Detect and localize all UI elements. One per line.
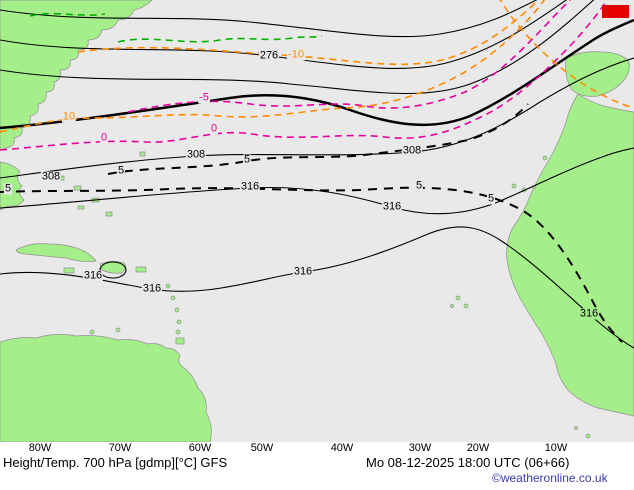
temp-contour-minus5	[127, 0, 572, 113]
contour-label: 316	[141, 282, 163, 295]
contour-label: 5	[486, 192, 496, 205]
height-contour-316-lower	[0, 226, 634, 349]
contour-label: 308	[185, 148, 207, 161]
land-south-america	[0, 334, 212, 442]
temp-contours-orange	[0, 0, 634, 133]
weather-map-svg	[0, 0, 634, 442]
temp-contour-0	[0, 1, 607, 151]
temp-contours-magenta	[0, 0, 607, 151]
land-jamaica	[63, 267, 75, 274]
lon-tick-row: 80W 70W 60W 50W 40W 30W 20W 10W	[0, 442, 634, 454]
footer-product-label: Height/Temp. 700 hPa [gdmp][°C] GFS	[3, 455, 228, 470]
contour-label: 316	[292, 265, 314, 278]
footer-valid-time: Mo 08-12-2025 18:00 UTC (06+66)	[366, 455, 570, 470]
temp-contour-green-2	[29, 12, 106, 17]
land-layer	[0, 0, 634, 442]
contour-label: 308	[401, 144, 423, 157]
temp-contour-minus10	[77, 0, 539, 66]
red-flag-marker	[602, 5, 629, 18]
lon-tick-label: 50W	[250, 442, 274, 454]
height-contour	[0, 0, 538, 38]
height-contour-276	[0, 0, 568, 69]
contour-label: -5	[198, 91, 210, 104]
lon-tick-label: 70W	[108, 442, 132, 454]
contour-label: 316	[381, 200, 403, 213]
lon-tick-label: 10W	[544, 442, 568, 454]
contour-label: 5	[116, 164, 126, 177]
land-puerto-rico	[135, 266, 147, 273]
contour-label: 308	[40, 170, 62, 183]
contour-label: 0	[99, 131, 109, 144]
temp-contour-10	[0, 0, 546, 133]
height-contour-closed-low	[99, 261, 127, 279]
land-atlantic-islands	[450, 155, 591, 439]
land-cuba	[15, 243, 97, 262]
temp-contour-east	[499, 0, 634, 109]
contour-label: 5	[242, 153, 252, 166]
contour-label: 5	[3, 182, 13, 195]
height-contour	[0, 0, 595, 94]
lon-tick-label: 80W	[28, 442, 52, 454]
land-iberia	[565, 51, 630, 97]
contour-label: 316	[578, 307, 600, 320]
temp-contours-green	[29, 12, 323, 43]
contour-label: 316	[239, 180, 261, 193]
contour-label: 0	[209, 122, 219, 135]
land-lesser-antilles	[89, 283, 185, 345]
map-label-layer: 276 308 308 308 316 316 316 316 316 316 5 5 5 5 5 -5 0 0 -…	[3, 48, 600, 320]
lon-tick-label: 20W	[466, 442, 490, 454]
lon-tick-label: 60W	[188, 442, 212, 454]
dashed-contour-upper	[107, 103, 529, 175]
lon-tick-label: 40W	[330, 442, 354, 454]
height-contour-308	[0, 57, 634, 179]
contour-label: 276	[258, 49, 280, 62]
contour-label: 10	[61, 110, 77, 123]
contour-label: 5	[414, 179, 424, 192]
contour-label: 316	[82, 269, 104, 282]
land-north-america	[0, 0, 153, 151]
lon-tick-label: 30W	[408, 442, 432, 454]
copyright-link[interactable]: ©weatheronline.co.uk	[492, 471, 608, 485]
contour-label: -10	[287, 48, 305, 61]
temp-contour-green-1	[117, 35, 323, 43]
map-canvas: 276 308 308 308 316 316 316 316 316 316 5 5 5 5 5 -5 0 0 -…	[0, 0, 634, 442]
height-contour-bold	[0, 18, 634, 130]
